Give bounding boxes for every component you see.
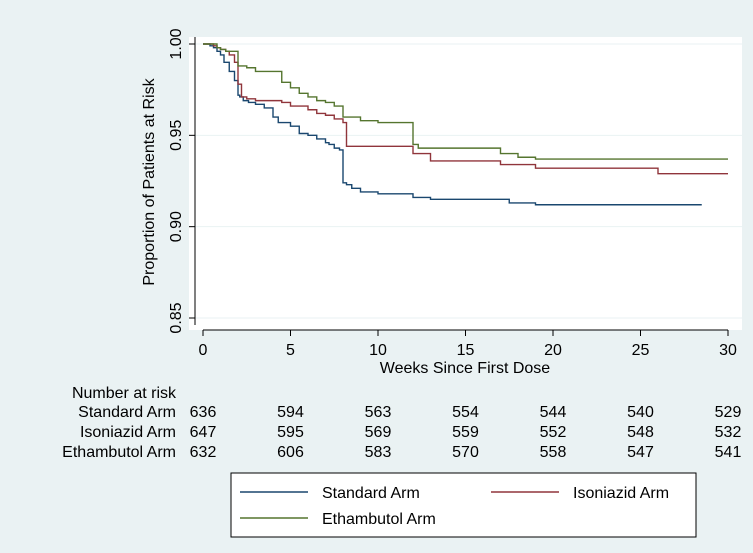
y-tick-label: 1.00: [168, 28, 185, 59]
plot-area: [189, 37, 742, 330]
risk-value: 570: [452, 444, 479, 461]
series-lines: [203, 43, 728, 206]
risk-value: 563: [365, 404, 392, 421]
series-line: [203, 43, 702, 206]
legend-box: [230, 472, 697, 538]
x-tick-label: 20: [544, 342, 562, 359]
risk-value: 647: [190, 424, 217, 441]
x-tick-label: 10: [369, 342, 387, 359]
grid-lines: [195, 43, 742, 319]
risk-value: 569: [365, 424, 392, 441]
y-tick-label: 0.95: [168, 120, 185, 151]
x-tick-label: 30: [719, 342, 737, 359]
risk-value: 583: [365, 444, 392, 461]
risk-value: 606: [277, 444, 304, 461]
risk-table-title: Number at risk: [72, 385, 177, 402]
y-tick-label: 0.90: [168, 211, 185, 242]
series-line: [203, 43, 728, 160]
y-ticks: 0.85 0.90 0.95 1.00: [168, 28, 195, 334]
risk-value: 559: [452, 424, 479, 441]
risk-value: 636: [190, 404, 217, 421]
risk-value: 544: [540, 404, 567, 421]
risk-value: 594: [277, 404, 304, 421]
legend-label: Ethambutol Arm: [322, 511, 436, 528]
x-tick-label: 5: [286, 342, 295, 359]
risk-value: 547: [627, 444, 654, 461]
x-ticks: 0 5 10 15 20 25 30: [199, 330, 737, 359]
risk-value: 554: [452, 404, 479, 421]
y-tick-label: 0.85: [168, 302, 185, 333]
x-tick-label: 25: [632, 342, 650, 359]
legend: Standard Arm Isoniazid Arm Ethambutol Arm: [240, 485, 669, 528]
x-tick-label: 0: [199, 342, 208, 359]
risk-value: 532: [715, 424, 742, 441]
risk-value: 552: [540, 424, 567, 441]
risk-row-label: Ethambutol Arm: [62, 444, 176, 461]
risk-value: 595: [277, 424, 304, 441]
x-axis-label: Weeks Since First Dose: [380, 360, 551, 377]
risk-table: Standard Arm 636 594 563 554 544 540 529 Isoniaz…: [62, 404, 741, 461]
risk-value: 632: [190, 444, 217, 461]
x-tick-label: 15: [457, 342, 475, 359]
risk-value: 540: [627, 404, 654, 421]
legend-label: Standard Arm: [322, 485, 420, 502]
risk-value: 541: [715, 444, 742, 461]
risk-row-label: Standard Arm: [78, 404, 176, 421]
risk-row-label: Isoniazid Arm: [80, 424, 176, 441]
risk-value: 529: [715, 404, 742, 421]
y-axis-label: Proportion of Patients at Risk: [141, 77, 158, 285]
legend-label: Isoniazid Arm: [573, 485, 669, 502]
risk-value: 548: [627, 424, 654, 441]
risk-value: 558: [540, 444, 567, 461]
